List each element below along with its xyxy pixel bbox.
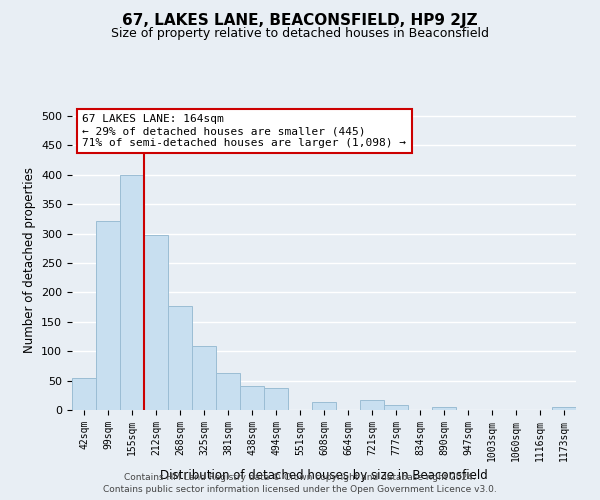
Text: 67 LAKES LANE: 164sqm
← 29% of detached houses are smaller (445)
71% of semi-det: 67 LAKES LANE: 164sqm ← 29% of detached … xyxy=(82,114,406,148)
Bar xyxy=(96,220,120,410)
Bar xyxy=(264,388,288,410)
Bar xyxy=(216,373,240,410)
Bar xyxy=(240,386,264,410)
Text: Contains public sector information licensed under the Open Government Licence v3: Contains public sector information licen… xyxy=(103,485,497,494)
Bar xyxy=(72,378,96,410)
Bar xyxy=(144,234,168,410)
Bar xyxy=(432,407,456,410)
Bar xyxy=(360,400,384,410)
Bar xyxy=(120,174,144,410)
Bar xyxy=(192,346,216,410)
Y-axis label: Number of detached properties: Number of detached properties xyxy=(23,167,35,353)
Text: Size of property relative to detached houses in Beaconsfield: Size of property relative to detached ho… xyxy=(111,28,489,40)
Text: Contains HM Land Registry data © Crown copyright and database right 2024.: Contains HM Land Registry data © Crown c… xyxy=(124,474,476,482)
X-axis label: Distribution of detached houses by size in Beaconsfield: Distribution of detached houses by size … xyxy=(160,469,488,482)
Bar xyxy=(168,306,192,410)
Bar xyxy=(312,402,336,410)
Bar xyxy=(552,407,576,410)
Bar xyxy=(384,404,408,410)
Text: 67, LAKES LANE, BEACONSFIELD, HP9 2JZ: 67, LAKES LANE, BEACONSFIELD, HP9 2JZ xyxy=(122,12,478,28)
